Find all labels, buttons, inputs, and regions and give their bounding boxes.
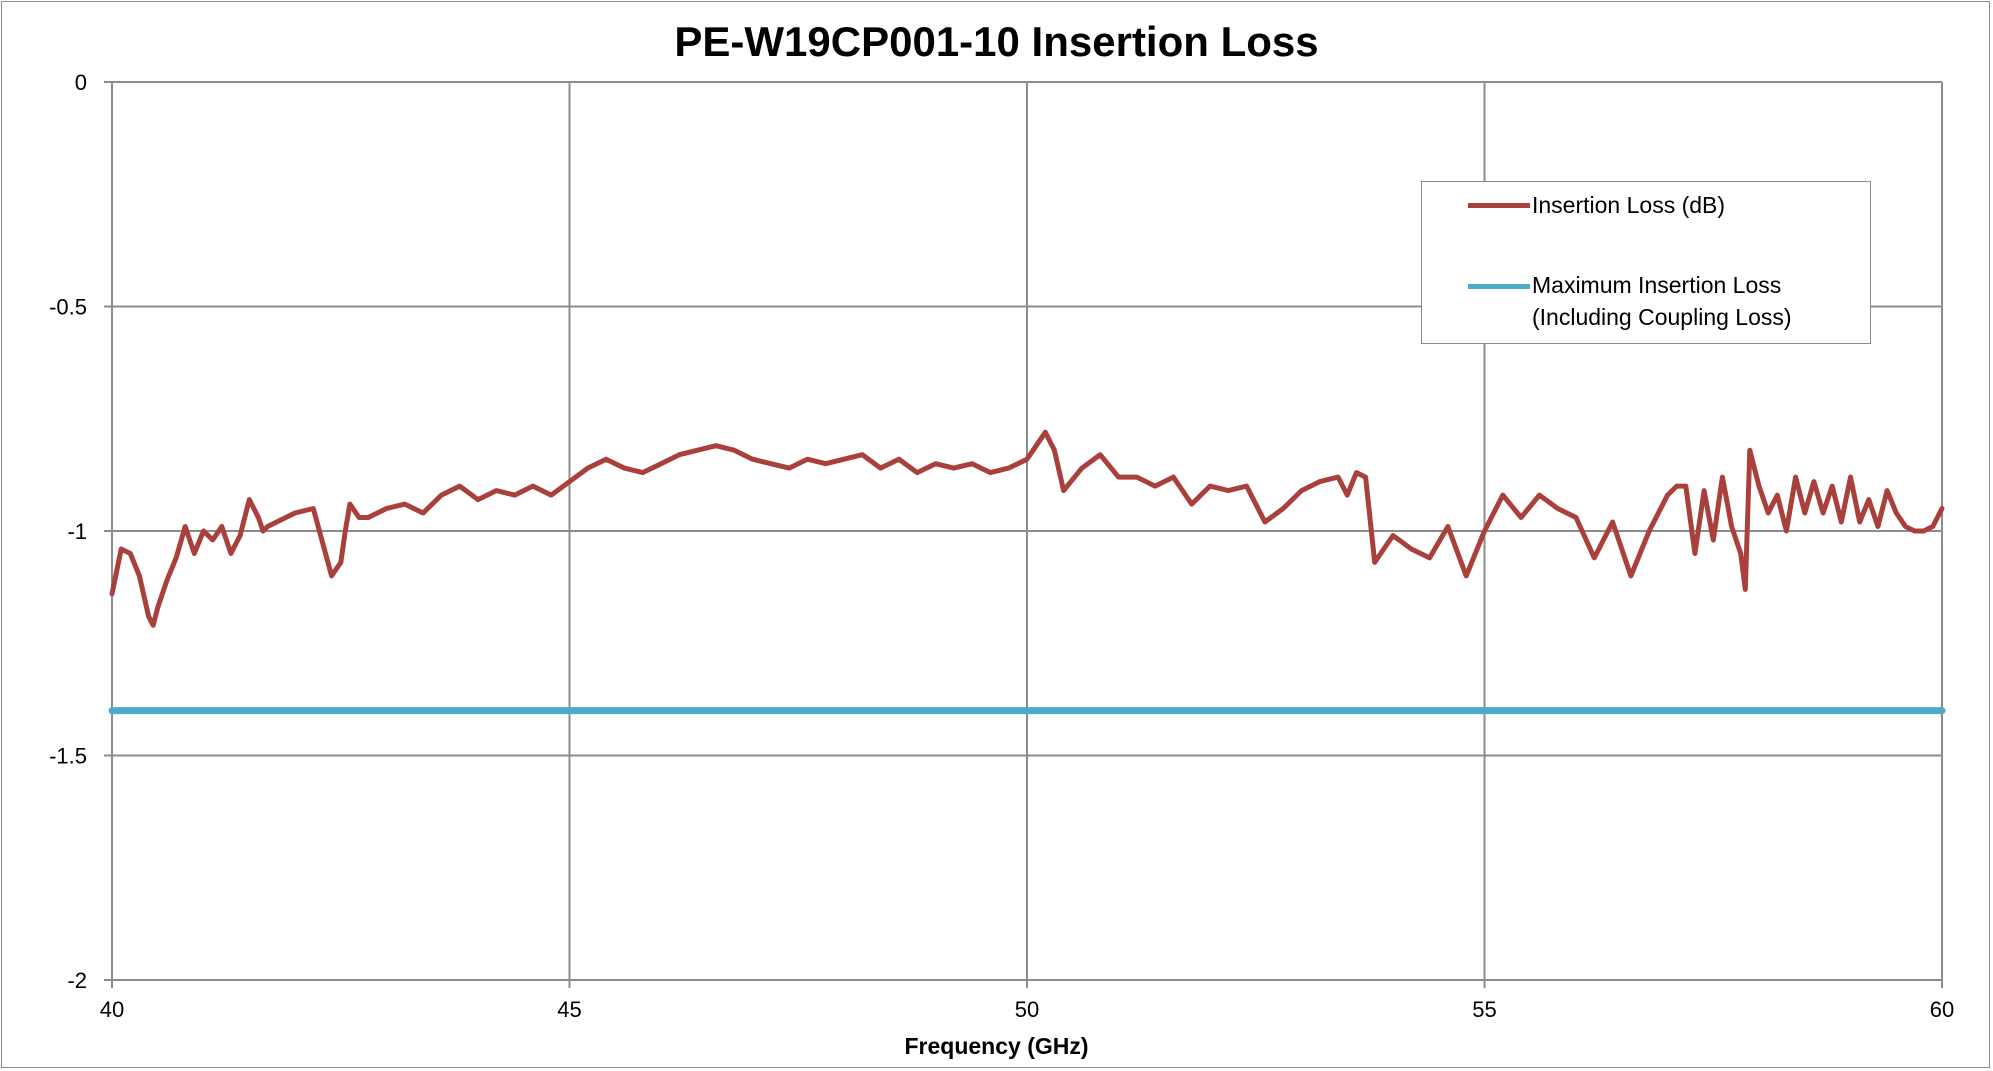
x-tick-label: 55 (1472, 997, 1496, 1022)
x-tick-label: 60 (1930, 997, 1954, 1022)
legend: Insertion Loss (dB) Maximum Insertion Lo… (1421, 181, 1871, 344)
x-tick-label: 40 (100, 997, 124, 1022)
y-tick-label: -0.5 (49, 295, 87, 320)
series-group (108, 429, 1946, 715)
x-axis-label: Frequency (GHz) (904, 1033, 1089, 1059)
series-insertion-loss-line (109, 429, 1945, 628)
y-tick-label: -2 (67, 968, 87, 993)
legend-swatch-max-insertion-loss (1468, 284, 1530, 289)
y-tick-label: 0 (75, 70, 87, 95)
axes (104, 81, 1943, 988)
legend-label-insertion-loss: Insertion Loss (dB) (1532, 192, 1726, 218)
legend-label-max-insertion-loss: Maximum Insertion Loss (Including Coupli… (1532, 272, 1792, 330)
chart-title: PE-W19CP001-10 Insertion Loss (674, 18, 1319, 65)
y-tick-label: -1.5 (49, 744, 87, 769)
x-tick-label: 45 (557, 997, 581, 1022)
tick-labels: 0 -0.5 -1 -1.5 -2 40 45 50 55 60 (49, 70, 1954, 1022)
x-tick-label: 50 (1015, 997, 1039, 1022)
y-tick-label: -1 (67, 519, 87, 544)
legend-swatch-insertion-loss (1468, 203, 1530, 208)
